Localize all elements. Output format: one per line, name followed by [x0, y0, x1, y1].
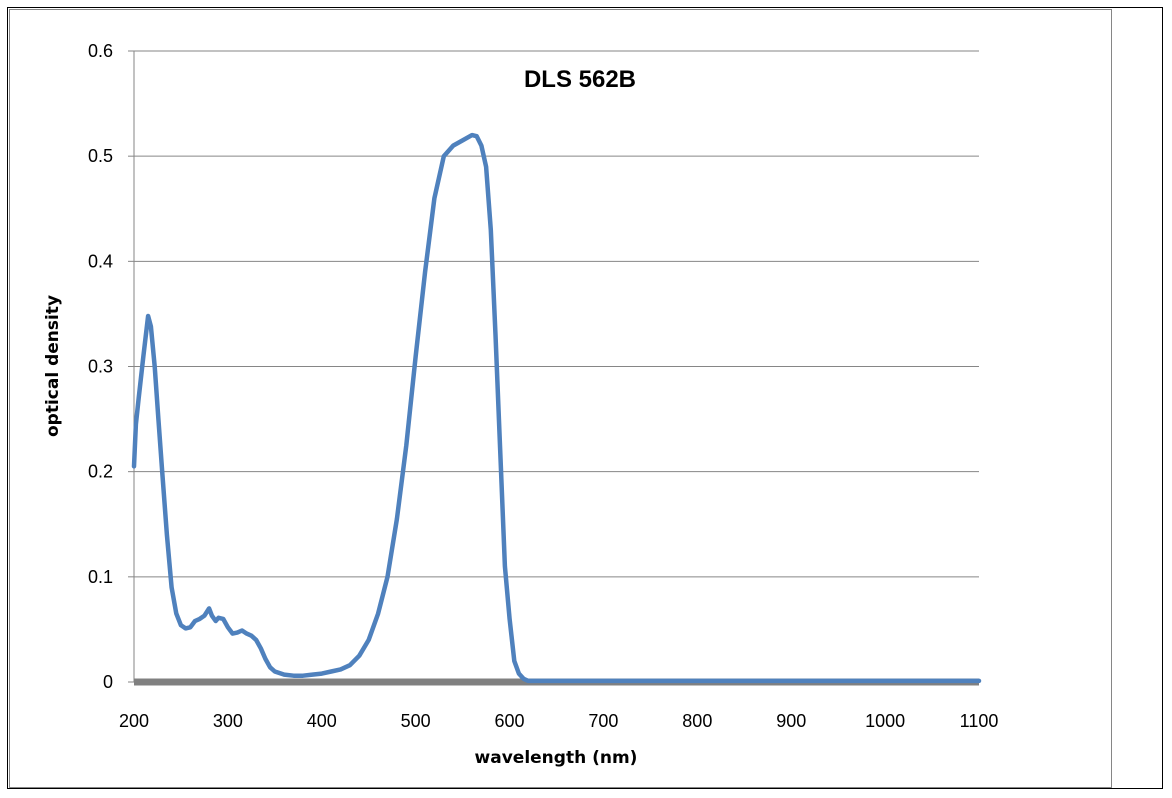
y-tick-label-1: 0.1 — [88, 567, 113, 587]
x-tick-label-6: 800 — [682, 711, 712, 731]
series-layer — [131, 132, 982, 684]
y-tick-label-5: 0.5 — [88, 146, 113, 166]
x-axis-title: wavelength (nm) — [475, 748, 638, 768]
x-tick-label-1: 300 — [213, 711, 243, 731]
gridlines — [134, 50, 979, 578]
x-tick-label-7: 900 — [776, 711, 806, 731]
x-tick-label-5: 700 — [588, 711, 618, 731]
x-tick-label-2: 400 — [307, 711, 337, 731]
y-tick-label-0: 0 — [103, 672, 113, 692]
page-border — [7, 7, 1163, 789]
x-tick-label-8: 1000 — [865, 711, 905, 731]
y-tick-label-3: 0.3 — [88, 357, 113, 377]
y-tick-label-6: 0.6 — [88, 41, 113, 61]
x-tick-label-9: 1100 — [960, 711, 999, 731]
x-tick-label-4: 600 — [495, 711, 525, 731]
y-tick-label-4: 0.4 — [88, 251, 113, 271]
chart-title: DLS 562B — [524, 66, 636, 93]
x-tick-label-0: 200 — [119, 711, 149, 731]
x-tick-label-3: 500 — [401, 711, 431, 731]
y-tick-labels: 0 0.1 0.2 0.3 0.4 0.5 0.6 — [88, 41, 113, 692]
y-axis-title: optical density — [43, 295, 63, 437]
chart-area-border — [9, 9, 1112, 788]
x-tick-labels: 200 300 400 500 600 700 800 900 1000 1100 — [119, 711, 998, 731]
y-tick-label-2: 0.2 — [88, 462, 113, 482]
series-line-0 — [131, 132, 982, 684]
